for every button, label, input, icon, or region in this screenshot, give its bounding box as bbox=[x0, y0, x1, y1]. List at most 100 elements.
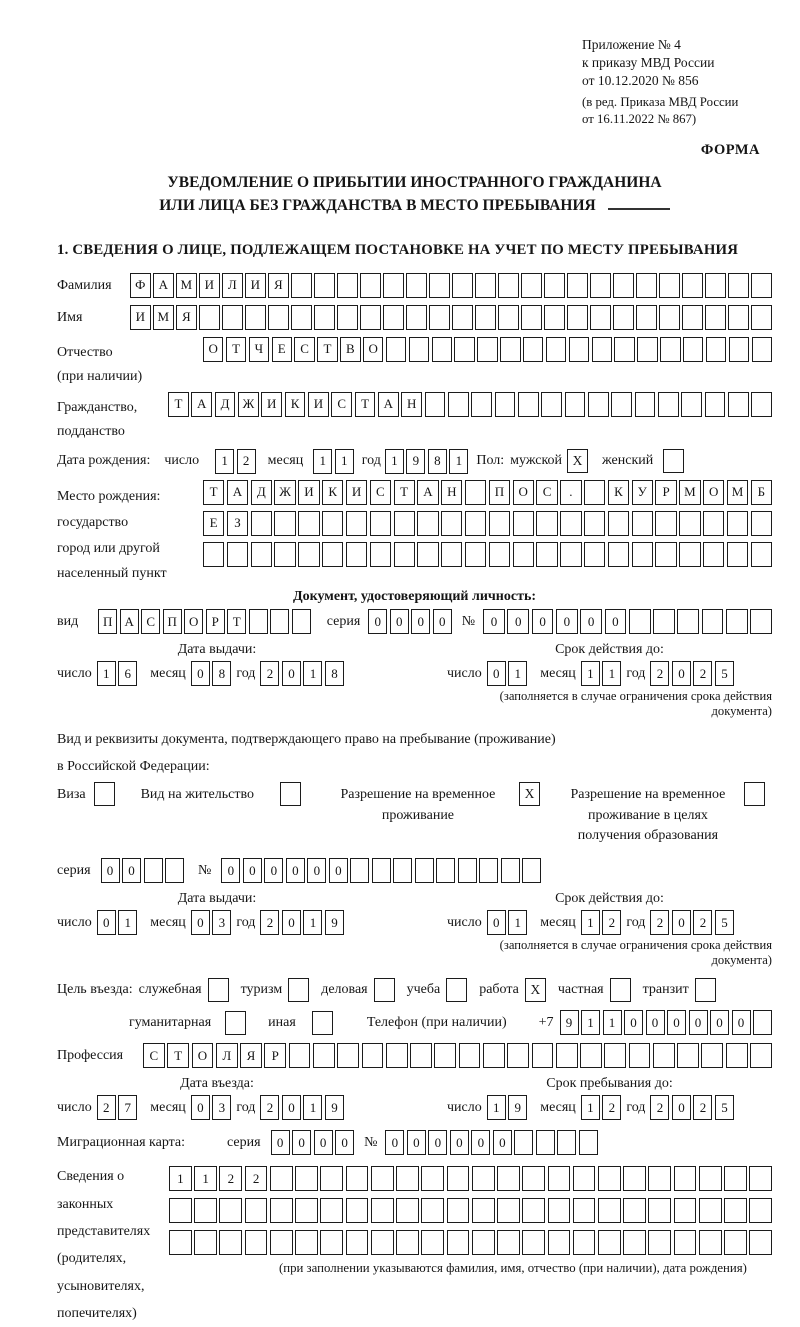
char-cell[interactable] bbox=[652, 1043, 675, 1069]
char-cell[interactable] bbox=[607, 510, 630, 536]
char-cell[interactable] bbox=[648, 1166, 672, 1192]
char-cell[interactable] bbox=[623, 1166, 646, 1192]
char-cell[interactable]: 0 bbox=[580, 609, 603, 635]
char-cell[interactable] bbox=[396, 1230, 419, 1256]
char-cell[interactable] bbox=[613, 304, 634, 330]
char-cell[interactable] bbox=[414, 858, 434, 884]
char-cell[interactable] bbox=[457, 858, 477, 884]
char-cell[interactable] bbox=[623, 1230, 646, 1256]
char-cell[interactable] bbox=[417, 510, 439, 536]
char-cell[interactable] bbox=[727, 391, 749, 417]
char-cell[interactable] bbox=[704, 391, 726, 417]
char-cell[interactable] bbox=[590, 304, 611, 330]
char-cell[interactable]: И bbox=[307, 391, 329, 417]
char-cell[interactable]: 1 bbox=[580, 910, 600, 936]
char-cell[interactable] bbox=[408, 336, 430, 362]
char-cell[interactable]: 0 bbox=[292, 1130, 312, 1156]
char-cell[interactable]: 9 bbox=[559, 1010, 579, 1036]
char-cell[interactable] bbox=[522, 1166, 546, 1192]
char-cell[interactable] bbox=[597, 1166, 621, 1192]
char-cell[interactable] bbox=[725, 609, 748, 635]
char-cell[interactable] bbox=[750, 609, 772, 635]
char-cell[interactable] bbox=[544, 272, 565, 298]
char-cell[interactable] bbox=[753, 1010, 773, 1036]
char-cell[interactable]: Р bbox=[264, 1043, 287, 1069]
char-cell[interactable] bbox=[165, 858, 185, 884]
char-cell[interactable] bbox=[648, 1230, 672, 1256]
char-cell[interactable]: Ч bbox=[248, 336, 270, 362]
char-cell[interactable]: С bbox=[331, 391, 353, 417]
char-cell[interactable]: 0 bbox=[671, 1095, 691, 1121]
char-cell[interactable] bbox=[269, 1198, 293, 1224]
char-cell[interactable]: И bbox=[130, 304, 151, 330]
char-cell[interactable] bbox=[749, 1230, 773, 1256]
char-cell[interactable]: 2 bbox=[260, 661, 280, 687]
char-cell[interactable] bbox=[653, 609, 675, 635]
char-cell[interactable] bbox=[545, 336, 567, 362]
char-cell[interactable] bbox=[673, 1198, 697, 1224]
char-cell[interactable]: С bbox=[536, 479, 558, 505]
char-cell[interactable] bbox=[454, 336, 475, 362]
char-cell[interactable] bbox=[521, 272, 542, 298]
char-cell[interactable]: 2 bbox=[244, 1166, 268, 1192]
char-cell[interactable] bbox=[441, 541, 463, 567]
char-cell[interactable] bbox=[636, 304, 657, 330]
char-cell[interactable] bbox=[677, 609, 700, 635]
char-cell[interactable]: 0 bbox=[281, 661, 301, 687]
char-cell[interactable] bbox=[298, 510, 320, 536]
char-cell[interactable] bbox=[512, 541, 534, 567]
char-cell[interactable]: П bbox=[98, 609, 118, 635]
char-cell[interactable]: 0 bbox=[190, 1095, 210, 1121]
char-cell[interactable]: А bbox=[417, 479, 439, 505]
char-cell[interactable]: Ж bbox=[237, 391, 259, 417]
char-cell[interactable] bbox=[636, 272, 657, 298]
char-cell[interactable]: О bbox=[703, 479, 725, 505]
purpose-business-checkbox[interactable] bbox=[373, 978, 395, 1003]
char-cell[interactable]: 0 bbox=[507, 609, 530, 635]
char-cell[interactable] bbox=[464, 510, 487, 536]
char-cell[interactable] bbox=[434, 1043, 457, 1069]
char-cell[interactable]: П bbox=[488, 479, 511, 505]
char-cell[interactable] bbox=[725, 1043, 748, 1069]
char-cell[interactable]: 0 bbox=[281, 910, 301, 936]
char-cell[interactable] bbox=[482, 1043, 505, 1069]
char-cell[interactable] bbox=[475, 272, 496, 298]
char-cell[interactable] bbox=[396, 1166, 419, 1192]
char-cell[interactable]: 1 bbox=[96, 661, 116, 687]
char-cell[interactable] bbox=[572, 1166, 596, 1192]
char-cell[interactable] bbox=[431, 336, 452, 362]
char-cell[interactable] bbox=[441, 510, 463, 536]
char-cell[interactable]: 2 bbox=[260, 910, 280, 936]
char-cell[interactable] bbox=[751, 391, 773, 417]
char-cell[interactable]: 2 bbox=[236, 448, 256, 474]
char-cell[interactable] bbox=[724, 1198, 747, 1224]
char-cell[interactable]: М bbox=[726, 479, 749, 505]
char-cell[interactable]: 0 bbox=[264, 858, 284, 884]
char-cell[interactable]: 0 bbox=[531, 609, 554, 635]
char-cell[interactable]: О bbox=[363, 336, 384, 362]
char-cell[interactable] bbox=[497, 1166, 520, 1192]
char-cell[interactable] bbox=[679, 541, 701, 567]
char-cell[interactable]: 0 bbox=[281, 1095, 301, 1121]
char-cell[interactable] bbox=[452, 272, 473, 298]
char-cell[interactable] bbox=[683, 336, 704, 362]
char-cell[interactable]: 2 bbox=[693, 661, 713, 687]
char-cell[interactable]: 0 bbox=[671, 910, 691, 936]
char-cell[interactable] bbox=[194, 1198, 217, 1224]
char-cell[interactable] bbox=[475, 304, 496, 330]
char-cell[interactable] bbox=[337, 272, 358, 298]
char-cell[interactable] bbox=[597, 1230, 621, 1256]
char-cell[interactable]: М bbox=[176, 272, 197, 298]
char-cell[interactable]: 9 bbox=[324, 1095, 344, 1121]
char-cell[interactable]: 0 bbox=[432, 609, 452, 635]
char-cell[interactable]: Т bbox=[203, 479, 225, 505]
char-cell[interactable] bbox=[705, 272, 726, 298]
char-cell[interactable] bbox=[750, 1043, 772, 1069]
char-cell[interactable]: 9 bbox=[508, 1095, 528, 1121]
char-cell[interactable]: 3 bbox=[212, 1095, 232, 1121]
char-cell[interactable]: О bbox=[512, 479, 534, 505]
char-cell[interactable] bbox=[320, 1166, 344, 1192]
char-cell[interactable]: 1 bbox=[194, 1166, 217, 1192]
char-cell[interactable]: 8 bbox=[427, 448, 447, 474]
char-cell[interactable] bbox=[393, 858, 413, 884]
